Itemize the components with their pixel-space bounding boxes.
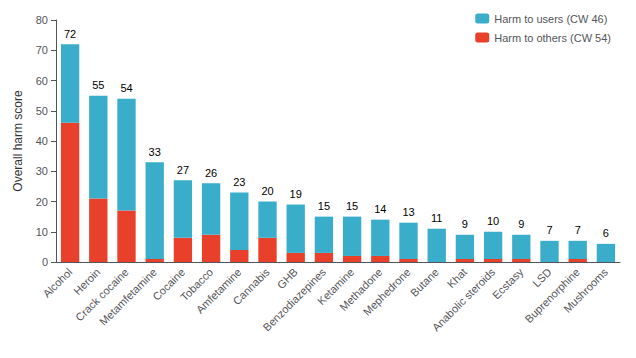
svg-text:Butane: Butane bbox=[408, 266, 441, 299]
svg-text:Cocaine: Cocaine bbox=[150, 265, 188, 303]
svg-text:20: 20 bbox=[36, 196, 48, 208]
svg-text:Harm to users (CW 46): Harm to users (CW 46) bbox=[494, 13, 607, 25]
svg-text:60: 60 bbox=[36, 75, 48, 87]
svg-text:11: 11 bbox=[431, 212, 442, 224]
svg-text:14: 14 bbox=[374, 203, 386, 215]
svg-text:33: 33 bbox=[149, 146, 161, 158]
svg-text:30: 30 bbox=[36, 165, 48, 177]
svg-text:13: 13 bbox=[402, 206, 414, 218]
svg-text:40: 40 bbox=[36, 135, 48, 147]
svg-text:Overall harm score: Overall harm score bbox=[11, 90, 25, 192]
svg-text:9: 9 bbox=[518, 218, 524, 230]
svg-text:7: 7 bbox=[575, 224, 581, 236]
svg-text:Mushrooms: Mushrooms bbox=[561, 265, 610, 314]
svg-text:Benzodiazepines: Benzodiazepines bbox=[260, 265, 329, 334]
svg-text:10: 10 bbox=[36, 226, 48, 238]
svg-text:Mephedrone: Mephedrone bbox=[361, 266, 413, 318]
svg-text:Cannabis: Cannabis bbox=[230, 265, 272, 307]
svg-text:54: 54 bbox=[120, 82, 132, 94]
svg-text:Metamfetamine: Metamfetamine bbox=[97, 266, 159, 328]
svg-text:72: 72 bbox=[64, 28, 76, 40]
svg-text:15: 15 bbox=[346, 200, 358, 212]
svg-text:19: 19 bbox=[290, 188, 302, 200]
svg-text:Tobacco: Tobacco bbox=[177, 265, 216, 304]
svg-text:Methadone: Methadone bbox=[337, 265, 385, 314]
svg-text:GHB: GHB bbox=[275, 266, 300, 291]
svg-text:15: 15 bbox=[318, 200, 330, 212]
svg-text:Heroin: Heroin bbox=[71, 265, 103, 298]
svg-text:LSD: LSD bbox=[530, 266, 554, 290]
svg-text:9: 9 bbox=[462, 218, 468, 230]
svg-text:Alcohol: Alcohol bbox=[40, 266, 74, 300]
svg-text:20: 20 bbox=[261, 185, 273, 197]
svg-text:Khat: Khat bbox=[445, 266, 469, 290]
svg-text:10: 10 bbox=[487, 215, 499, 227]
svg-text:27: 27 bbox=[177, 164, 189, 176]
svg-text:0: 0 bbox=[42, 256, 48, 268]
svg-text:70: 70 bbox=[36, 44, 48, 56]
svg-text:50: 50 bbox=[36, 105, 48, 117]
svg-text:7: 7 bbox=[546, 224, 552, 236]
svg-text:6: 6 bbox=[603, 227, 609, 239]
svg-text:80: 80 bbox=[36, 14, 48, 26]
svg-text:Anabolic steroids: Anabolic steroids bbox=[430, 265, 498, 333]
svg-text:Harm to others (CW 54): Harm to others (CW 54) bbox=[494, 32, 611, 44]
svg-text:Crack cocaine: Crack cocaine bbox=[73, 265, 131, 324]
svg-text:Amfetamine: Amfetamine bbox=[194, 266, 244, 316]
svg-text:55: 55 bbox=[92, 79, 104, 91]
svg-text:Ecstasy: Ecstasy bbox=[490, 265, 526, 301]
svg-text:Buprenorphine: Buprenorphine bbox=[522, 265, 582, 326]
svg-text:26: 26 bbox=[205, 167, 217, 179]
svg-text:Ketamine: Ketamine bbox=[315, 265, 357, 308]
svg-text:23: 23 bbox=[233, 176, 245, 188]
